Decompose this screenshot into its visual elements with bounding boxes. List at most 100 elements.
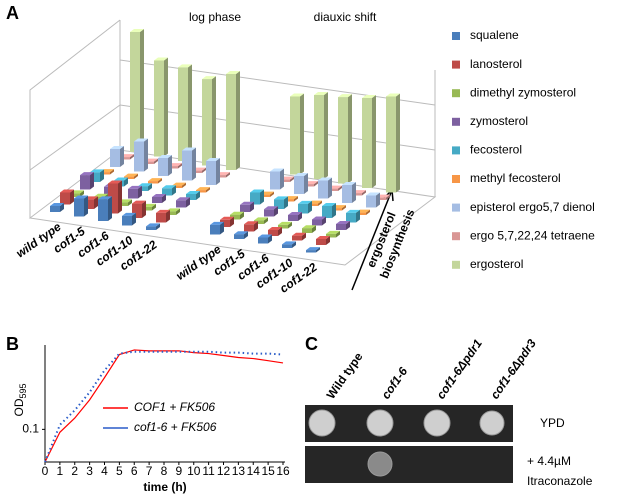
bar-side <box>164 57 168 157</box>
bar <box>50 206 60 212</box>
bar <box>90 172 100 182</box>
bar-side <box>288 221 292 229</box>
line <box>44 349 284 463</box>
colony <box>479 410 505 436</box>
bar-top <box>94 193 108 197</box>
bar-top <box>312 216 326 220</box>
bar-side <box>264 217 268 224</box>
bar-side <box>152 203 156 211</box>
bar-side <box>304 173 308 194</box>
bar <box>210 224 220 235</box>
bar-top <box>202 76 216 80</box>
bar-side <box>140 29 144 152</box>
bar-side <box>182 182 186 188</box>
bar <box>80 175 90 190</box>
bar-side <box>244 231 248 239</box>
x-tick-label: 2 <box>71 464 78 478</box>
wall-edge <box>29 19 121 218</box>
bar-side <box>110 169 114 175</box>
plate-row <box>305 405 513 442</box>
bar <box>124 176 134 179</box>
bar <box>304 184 314 187</box>
bar-side <box>324 92 328 179</box>
plate-row <box>305 446 513 483</box>
bar-top <box>108 180 122 184</box>
colony <box>308 409 336 437</box>
bar <box>362 98 372 188</box>
bar-side <box>260 189 264 205</box>
bar-top <box>386 93 400 97</box>
x-tick-label: 11 <box>202 464 215 478</box>
bar-side <box>240 211 244 220</box>
bar <box>270 171 280 190</box>
bar <box>338 97 348 184</box>
bar-top <box>314 92 328 95</box>
legend-label: ergosterol <box>470 257 523 271</box>
bar-side <box>70 189 74 205</box>
legend-swatch <box>452 260 460 269</box>
bar-side <box>142 200 146 218</box>
bar-top <box>162 185 176 189</box>
bar <box>386 96 396 193</box>
bar-top <box>124 173 138 177</box>
bar-top <box>60 189 74 193</box>
bar-side <box>186 197 190 208</box>
bar <box>284 199 294 202</box>
bar-top <box>292 232 306 236</box>
bar-top <box>98 196 112 200</box>
bar-top <box>278 221 292 225</box>
bar <box>288 215 298 221</box>
bar <box>294 176 304 194</box>
bar <box>152 197 162 203</box>
bar <box>290 96 300 175</box>
bar <box>166 211 176 215</box>
bar <box>352 193 362 196</box>
bar-top <box>80 172 94 176</box>
bar-side <box>376 192 380 208</box>
bar-top <box>146 223 160 227</box>
bar <box>100 172 110 175</box>
bar-side <box>290 176 294 182</box>
x-tick-label: 6 <box>131 464 138 478</box>
bar <box>196 190 206 193</box>
bar <box>336 224 346 230</box>
legend-label: methyl fecosterol <box>470 171 561 185</box>
bar <box>312 219 322 226</box>
bar <box>316 239 326 245</box>
legend-label: ergo 5,7,22,24 tetraene <box>470 228 595 242</box>
legend-swatch <box>452 60 460 69</box>
bar <box>192 170 202 173</box>
bar <box>258 237 268 244</box>
bar <box>254 220 264 224</box>
bar <box>292 235 302 241</box>
bar-top <box>298 200 312 204</box>
x-tick-label: 10 <box>187 464 201 478</box>
bar-side <box>274 206 278 217</box>
bar-side <box>138 185 142 199</box>
bar-side <box>302 232 306 241</box>
legend-swatch <box>452 32 460 40</box>
bar-side <box>270 191 274 197</box>
bar-top <box>230 211 244 215</box>
bar-top <box>134 138 148 142</box>
bar-side <box>134 173 138 179</box>
row-label: + 4.4µM <box>527 454 571 468</box>
bar <box>244 224 254 232</box>
legend-label: dimethyl zymosterol <box>470 85 576 99</box>
bar <box>220 219 230 227</box>
annotation: log phase <box>189 10 241 24</box>
bar-top <box>282 241 296 245</box>
bar-top <box>288 212 302 215</box>
bar <box>108 183 118 214</box>
bar-side <box>386 194 390 200</box>
bar <box>182 150 192 181</box>
legend-label: episterol ergo5,7 dienol <box>470 200 595 214</box>
bar-side <box>148 183 152 191</box>
bar <box>142 206 152 211</box>
bar-side <box>316 247 320 253</box>
column-label: Wild type <box>324 350 366 402</box>
bar-side <box>168 155 172 176</box>
bar-side <box>128 199 132 206</box>
bar-top <box>158 155 172 158</box>
bar <box>322 206 332 218</box>
